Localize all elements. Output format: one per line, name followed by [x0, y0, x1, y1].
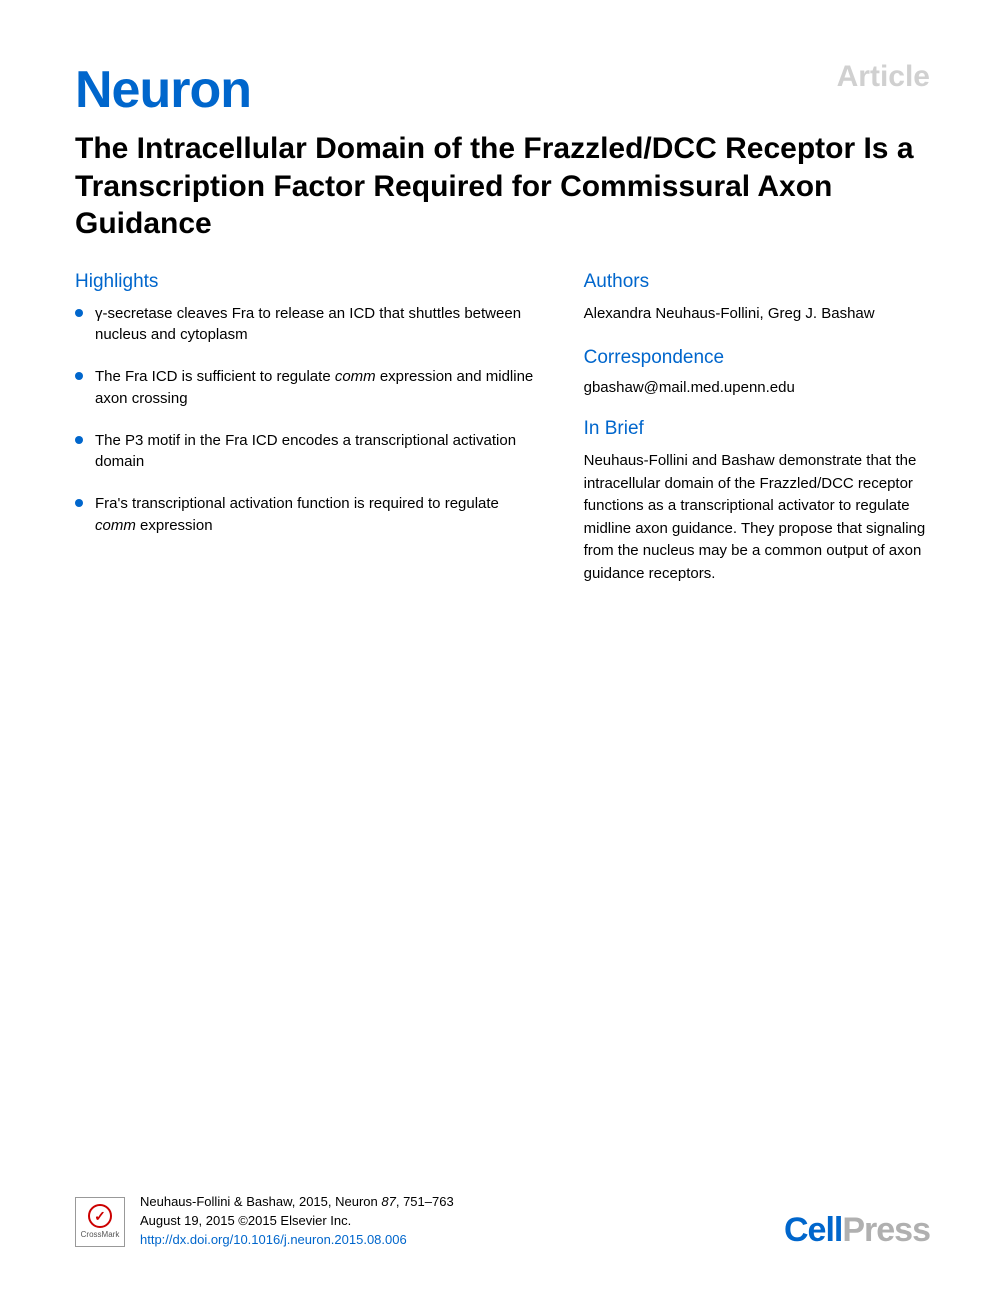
- journal-logo: Neuron: [75, 60, 930, 120]
- highlight-text-prefix: Fra's transcriptional activation functio…: [95, 495, 499, 512]
- crossmark-label: CrossMark: [81, 1230, 120, 1239]
- citation-block: Neuhaus-Follini & Bashaw, 2015, Neuron 8…: [140, 1193, 454, 1250]
- highlights-heading: Highlights: [75, 271, 544, 293]
- inbrief-text: Neuhaus-Follini and Bashaw demonstrate t…: [584, 450, 930, 585]
- doi-link[interactable]: http://dx.doi.org/10.1016/j.neuron.2015.…: [140, 1231, 454, 1250]
- citation-authors: Neuhaus-Follini & Bashaw, 2015, Neuron: [140, 1194, 381, 1209]
- left-column: Highlights γ-secretase cleaves Fra to re…: [75, 271, 544, 586]
- highlight-item: γ-secretase cleaves Fra to release an IC…: [75, 303, 544, 347]
- citation-line: Neuhaus-Follini & Bashaw, 2015, Neuron 8…: [140, 1193, 454, 1212]
- authors-heading: Authors: [584, 271, 930, 293]
- correspondence-email[interactable]: gbashaw@mail.med.upenn.edu: [584, 379, 930, 396]
- authors-names: Alexandra Neuhaus-Follini, Greg J. Basha…: [584, 303, 930, 326]
- footer-left: CrossMark Neuhaus-Follini & Bashaw, 2015…: [75, 1193, 454, 1250]
- article-title: The Intracellular Domain of the Frazzled…: [75, 130, 930, 243]
- highlight-item: Fra's transcriptional activation functio…: [75, 493, 544, 537]
- cellpress-press: Press: [842, 1211, 930, 1249]
- article-type-label: Article: [837, 60, 930, 94]
- highlight-text: The P3 motif in the Fra ICD encodes a tr…: [95, 432, 516, 471]
- citation-date: August 19, 2015 ©2015 Elsevier Inc.: [140, 1212, 454, 1231]
- inbrief-heading: In Brief: [584, 418, 930, 440]
- citation-pages: , 751–763: [396, 1194, 454, 1209]
- highlights-list: γ-secretase cleaves Fra to release an IC…: [75, 303, 544, 537]
- highlight-italic: comm: [335, 368, 376, 385]
- crossmark-badge[interactable]: CrossMark: [75, 1197, 125, 1247]
- citation-volume: 87: [381, 1194, 395, 1209]
- highlight-italic: comm: [95, 517, 136, 534]
- correspondence-heading: Correspondence: [584, 347, 930, 369]
- cellpress-logo: CellPress: [784, 1211, 930, 1250]
- right-column: Authors Alexandra Neuhaus-Follini, Greg …: [584, 271, 930, 586]
- crossmark-icon: [88, 1204, 112, 1228]
- content-columns: Highlights γ-secretase cleaves Fra to re…: [75, 271, 930, 586]
- highlight-text: γ-secretase cleaves Fra to release an IC…: [95, 305, 521, 344]
- cellpress-cell: Cell: [784, 1211, 842, 1249]
- footer: CrossMark Neuhaus-Follini & Bashaw, 2015…: [75, 1193, 930, 1250]
- highlight-item: The P3 motif in the Fra ICD encodes a tr…: [75, 430, 544, 474]
- highlight-text-prefix: The Fra ICD is sufficient to regulate: [95, 368, 335, 385]
- highlight-text-suffix: expression: [136, 517, 213, 534]
- highlight-item: The Fra ICD is sufficient to regulate co…: [75, 366, 544, 410]
